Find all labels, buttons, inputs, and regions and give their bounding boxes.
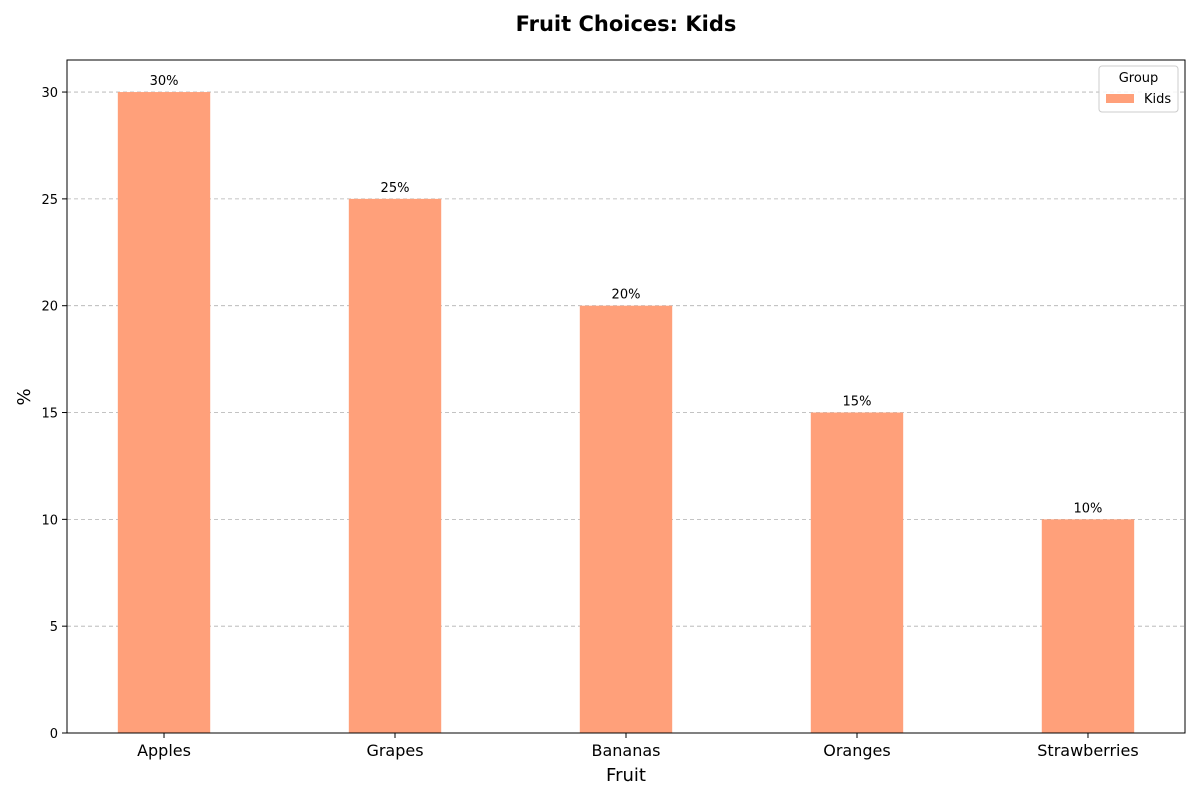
y-tick-label: 0 — [50, 727, 58, 742]
data-labels: 30% 25% 20% 15% 10% — [150, 74, 1103, 516]
y-tick-label: 10 — [41, 513, 58, 528]
chart-title: Fruit Choices: Kids — [516, 12, 737, 36]
data-label-grapes: 25% — [381, 181, 410, 196]
legend: Group Kids — [1098, 65, 1179, 113]
y-tick-label: 15 — [41, 407, 58, 422]
bar-grapes — [348, 198, 442, 733]
y-axis-ticks: 0 5 10 15 20 25 30 — [41, 86, 67, 742]
bar-strawberries — [1041, 519, 1135, 733]
x-axis-ticks: Apples Grapes Bananas Oranges Strawberries — [137, 733, 1139, 760]
bars — [117, 92, 1135, 734]
bar-oranges — [810, 412, 904, 733]
y-tick-label: 25 — [41, 193, 58, 208]
grid-lines — [67, 91, 1185, 627]
x-tick-label-bananas: Bananas — [591, 741, 660, 760]
legend-title: Group — [1119, 71, 1159, 86]
x-tick-label-grapes: Grapes — [366, 741, 423, 760]
x-tick-label-oranges: Oranges — [823, 741, 890, 760]
data-label-oranges: 15% — [843, 395, 872, 410]
data-label-strawberries: 10% — [1074, 501, 1103, 516]
legend-label-kids: Kids — [1144, 92, 1171, 107]
x-tick-label-apples: Apples — [137, 741, 191, 760]
y-tick-label: 5 — [50, 620, 58, 635]
y-axis-label: % — [14, 388, 35, 405]
x-tick-label-strawberries: Strawberries — [1037, 741, 1138, 760]
bar-apples — [117, 92, 211, 734]
x-axis-label: Fruit — [606, 765, 646, 786]
data-label-apples: 30% — [150, 74, 179, 89]
legend-swatch-kids — [1106, 94, 1134, 103]
y-tick-label: 30 — [41, 86, 58, 101]
data-label-bananas: 20% — [612, 288, 641, 303]
bar-bananas — [579, 305, 673, 733]
y-tick-label: 20 — [41, 300, 58, 315]
